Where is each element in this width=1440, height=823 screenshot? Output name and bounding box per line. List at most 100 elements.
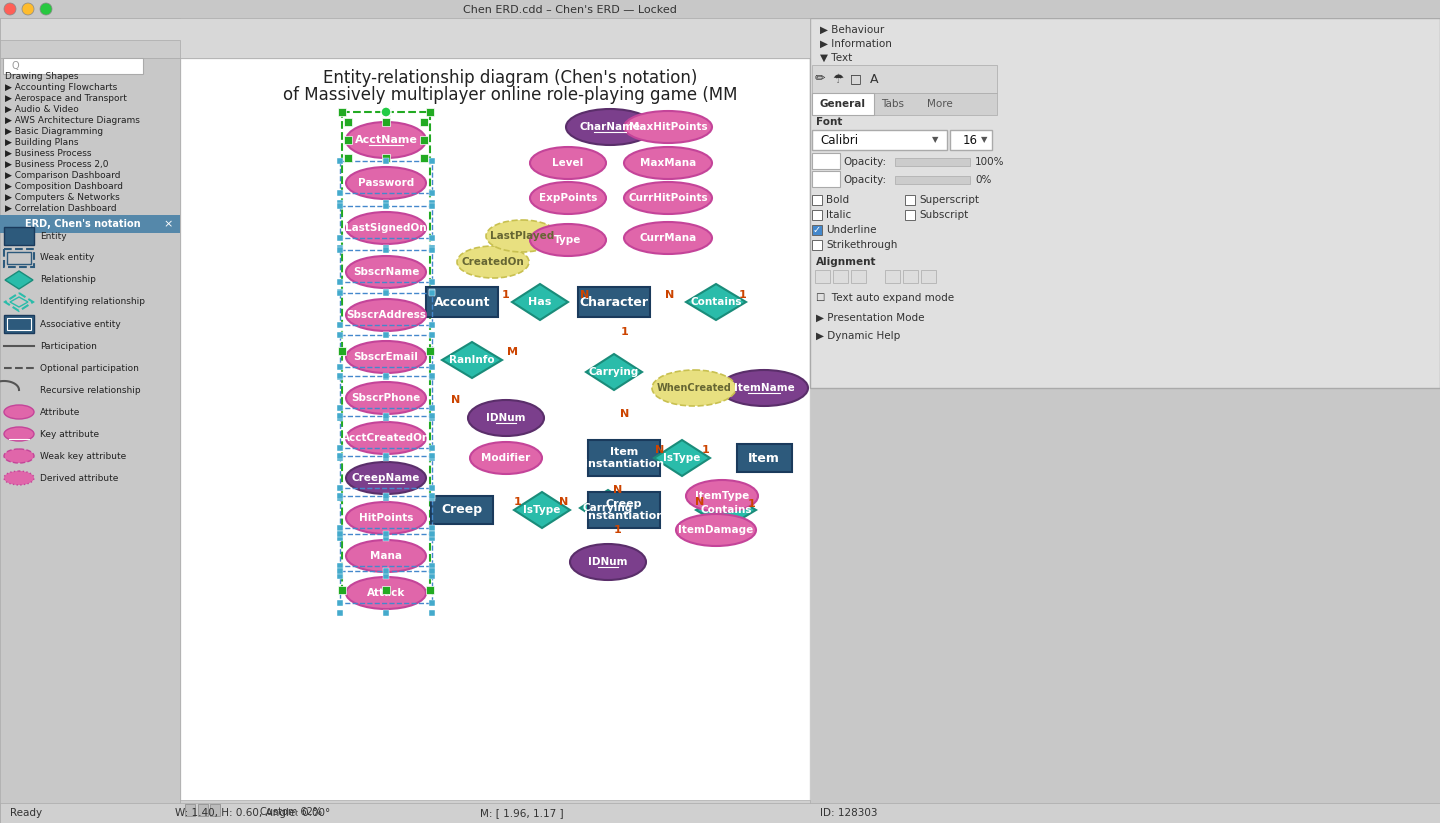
Bar [383,531,389,537]
Bar [383,495,389,501]
Bar [337,531,343,537]
Bar [337,190,343,196]
Bar [337,247,343,253]
Bar [429,415,435,421]
Text: IsType: IsType [664,453,701,463]
Polygon shape [696,492,756,528]
Bar [337,455,343,461]
Bar [337,493,343,499]
Text: SbscrAddress: SbscrAddress [346,310,426,320]
Bar [588,440,660,476]
Bar [4,227,35,245]
Ellipse shape [346,341,426,373]
Text: ▶ Information: ▶ Information [819,39,891,49]
Text: N: N [696,497,704,507]
Bar [337,535,343,541]
Text: ▶ Comparison Dashboard: ▶ Comparison Dashboard [4,170,121,179]
Bar [383,535,389,541]
Text: ExpPoints: ExpPoints [539,193,598,203]
Bar [337,563,343,569]
Bar [337,374,343,380]
Bar [199,804,207,816]
Bar [429,573,435,579]
Text: Q: Q [12,61,20,71]
Text: ERD, Chen's notation: ERD, Chen's notation [24,219,141,229]
Text: Modifier: Modifier [481,453,530,463]
Bar [426,347,433,355]
Text: ItemType: ItemType [696,491,749,501]
Bar [337,203,343,209]
Text: LastPlayed: LastPlayed [490,231,554,241]
Bar [812,130,948,150]
Bar [184,804,194,816]
Bar [340,376,432,408]
Ellipse shape [346,382,426,414]
Text: N: N [580,290,589,300]
Text: N: N [613,485,622,495]
Bar [337,445,343,451]
Bar [429,158,435,164]
Ellipse shape [685,480,757,512]
Bar [896,158,971,166]
Bar [812,153,840,169]
Ellipse shape [720,370,808,406]
Bar [337,453,343,459]
Text: ▶ Aerospace and Transport: ▶ Aerospace and Transport [4,94,127,103]
Bar [337,415,343,421]
Bar [340,293,432,325]
Bar [812,65,996,93]
Bar [429,203,435,209]
Text: Opacity:: Opacity: [842,157,886,167]
Bar [383,374,389,380]
Ellipse shape [566,109,654,145]
Bar [832,270,848,283]
Bar [340,496,432,528]
Text: N: N [451,395,461,405]
Bar [0,18,809,58]
Text: CreatedOn: CreatedOn [462,257,524,267]
Bar [0,803,1440,823]
Bar [812,240,822,250]
Bar [896,176,971,184]
Text: Key attribute: Key attribute [40,430,99,439]
Bar [340,534,432,566]
Polygon shape [442,342,503,378]
Bar [340,206,432,238]
Bar [950,130,992,150]
Bar [382,154,390,162]
Bar [344,118,351,126]
Bar [429,200,435,206]
Bar [922,270,936,283]
Text: of Massively multiplayer online role-playing game (MM: of Massively multiplayer online role-pla… [282,86,737,104]
Bar [180,800,809,823]
Bar [736,444,792,472]
Bar [337,200,343,206]
Text: Participation: Participation [40,342,96,351]
Bar [812,171,840,187]
Text: HitPoints: HitPoints [359,513,413,523]
Bar [340,335,432,367]
Bar [383,568,389,574]
Ellipse shape [4,471,35,485]
Bar [429,322,435,328]
Bar [337,600,343,606]
Bar [337,413,343,419]
Text: N: N [621,409,629,419]
Bar [429,413,435,419]
Ellipse shape [346,299,426,331]
Bar [383,200,389,206]
Text: Underline: Underline [827,225,877,235]
Circle shape [382,107,392,117]
Bar [429,531,435,537]
Ellipse shape [530,224,606,256]
Text: Carrying: Carrying [589,367,639,377]
Polygon shape [513,284,567,320]
Ellipse shape [4,405,35,419]
Ellipse shape [487,220,559,252]
Bar [337,364,343,370]
Bar [383,332,389,338]
Text: Weak key attribute: Weak key attribute [40,452,127,461]
Bar [577,287,649,317]
Bar [383,373,389,379]
Text: ▶ Dynamic Help: ▶ Dynamic Help [816,331,900,341]
